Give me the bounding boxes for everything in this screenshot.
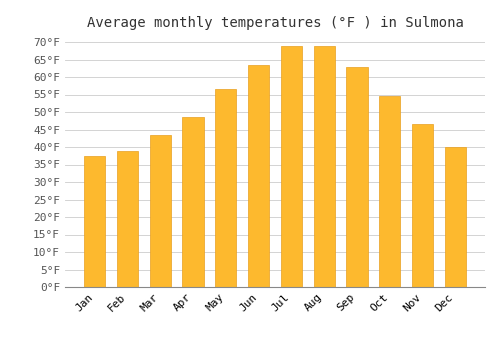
Bar xyxy=(117,150,138,287)
Bar xyxy=(346,66,368,287)
Bar xyxy=(215,89,236,287)
Bar xyxy=(280,46,302,287)
Bar xyxy=(314,46,335,287)
Bar xyxy=(182,117,204,287)
Bar xyxy=(444,147,466,287)
Title: Average monthly temperatures (°F ) in Sulmona: Average monthly temperatures (°F ) in Su… xyxy=(86,16,464,30)
Bar xyxy=(379,96,400,287)
Bar xyxy=(150,135,171,287)
Bar xyxy=(84,156,106,287)
Bar xyxy=(412,124,433,287)
Bar xyxy=(248,65,270,287)
